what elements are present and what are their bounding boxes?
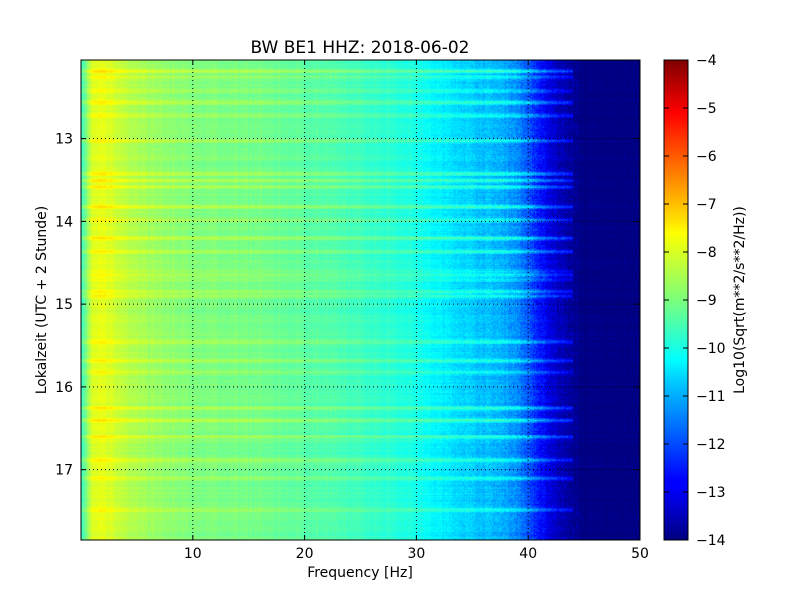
colorbar-tick-label: −7 — [696, 197, 717, 213]
colorbar-tick-label: −12 — [696, 437, 726, 453]
chart-title: BW BE1 HHZ: 2018-06-02 — [250, 38, 469, 58]
colorbar-ticks: −4 −5 −6 −7 −8 −9 −10 −11 −12 −13 −14 — [664, 53, 726, 549]
colorbar-tick-label: −9 — [696, 293, 717, 309]
x-axis-label: Frequency [Hz] — [307, 565, 413, 581]
colorbar-label: Log10(Sqrt(m**2/s**2/Hz)) — [732, 206, 748, 394]
y-tick-label: 14 — [55, 214, 73, 230]
spectrogram-heatmap — [81, 60, 640, 540]
y-tick-label: 17 — [55, 463, 73, 479]
x-axis-ticks: 10 20 30 40 50 — [184, 60, 649, 562]
colorbar-tick-label: −14 — [696, 533, 726, 549]
plot-area — [81, 60, 640, 540]
x-tick-label: 40 — [519, 546, 537, 562]
y-tick-label: 16 — [55, 380, 73, 396]
x-tick-label: 30 — [407, 546, 425, 562]
x-tick-label: 50 — [631, 546, 649, 562]
colorbar-tick-label: −6 — [696, 149, 717, 165]
y-tick-label: 15 — [55, 297, 73, 313]
colorbar-tick-label: −4 — [696, 53, 717, 69]
y-axis-label: Lokalzeit (UTC + 2 Stunde) — [34, 206, 50, 395]
y-axis-ticks: 13 14 15 16 17 — [55, 132, 640, 479]
grid-lines — [81, 60, 640, 540]
y-tick-label: 13 — [55, 132, 73, 148]
plot-frame — [80, 59, 641, 541]
x-tick-label: 10 — [184, 546, 202, 562]
colorbar-tick-label: −8 — [696, 245, 717, 261]
colorbar-tick-label: −11 — [696, 389, 726, 405]
x-tick-label: 20 — [296, 546, 314, 562]
colorbar-tick-label: −13 — [696, 485, 726, 501]
colorbar-tick-label: −5 — [696, 101, 717, 117]
colorbar-tick-label: −10 — [696, 341, 726, 357]
